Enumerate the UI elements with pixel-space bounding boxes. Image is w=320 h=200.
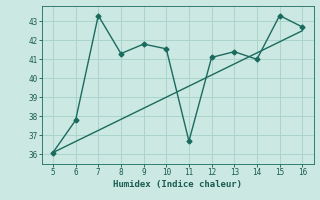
X-axis label: Humidex (Indice chaleur): Humidex (Indice chaleur) (113, 180, 242, 189)
